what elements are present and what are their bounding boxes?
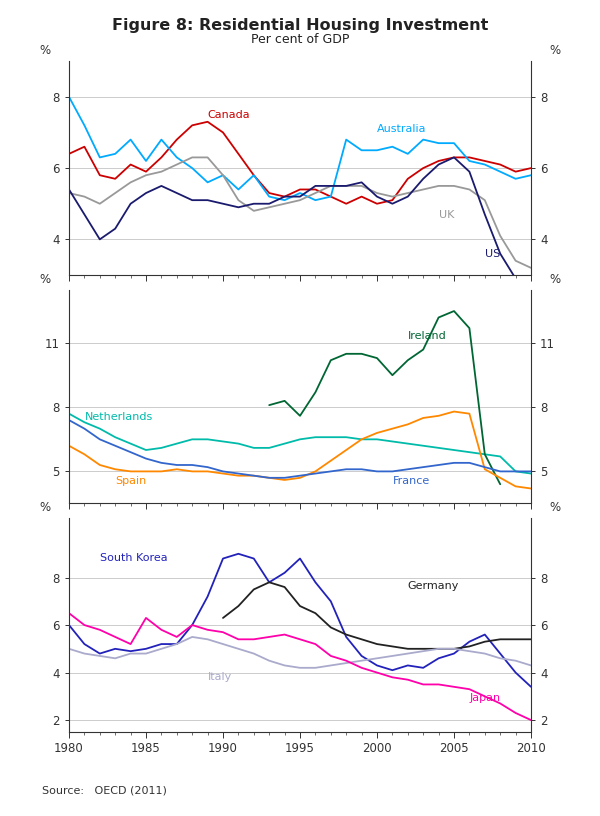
Text: %: % — [550, 273, 560, 286]
Text: %: % — [550, 501, 560, 514]
Text: Ireland: Ireland — [408, 330, 446, 341]
Text: Canada: Canada — [208, 110, 250, 120]
Text: %: % — [40, 44, 50, 57]
Text: Per cent of GDP: Per cent of GDP — [251, 33, 349, 46]
Text: UK: UK — [439, 210, 454, 220]
Text: South Korea: South Korea — [100, 553, 167, 563]
Text: US: US — [485, 249, 500, 259]
Text: %: % — [40, 501, 50, 514]
Text: %: % — [40, 273, 50, 286]
Text: Netherlands: Netherlands — [85, 412, 152, 422]
Text: Australia: Australia — [377, 125, 427, 135]
Text: Germany: Germany — [408, 582, 459, 592]
Text: Figure 8: Residential Housing Investment: Figure 8: Residential Housing Investment — [112, 18, 488, 33]
Text: Italy: Italy — [208, 672, 232, 681]
Text: Japan: Japan — [469, 693, 500, 703]
Text: France: France — [392, 477, 430, 486]
Text: Source:   OECD (2011): Source: OECD (2011) — [42, 786, 167, 796]
Text: Spain: Spain — [115, 477, 146, 486]
Text: %: % — [550, 44, 560, 57]
